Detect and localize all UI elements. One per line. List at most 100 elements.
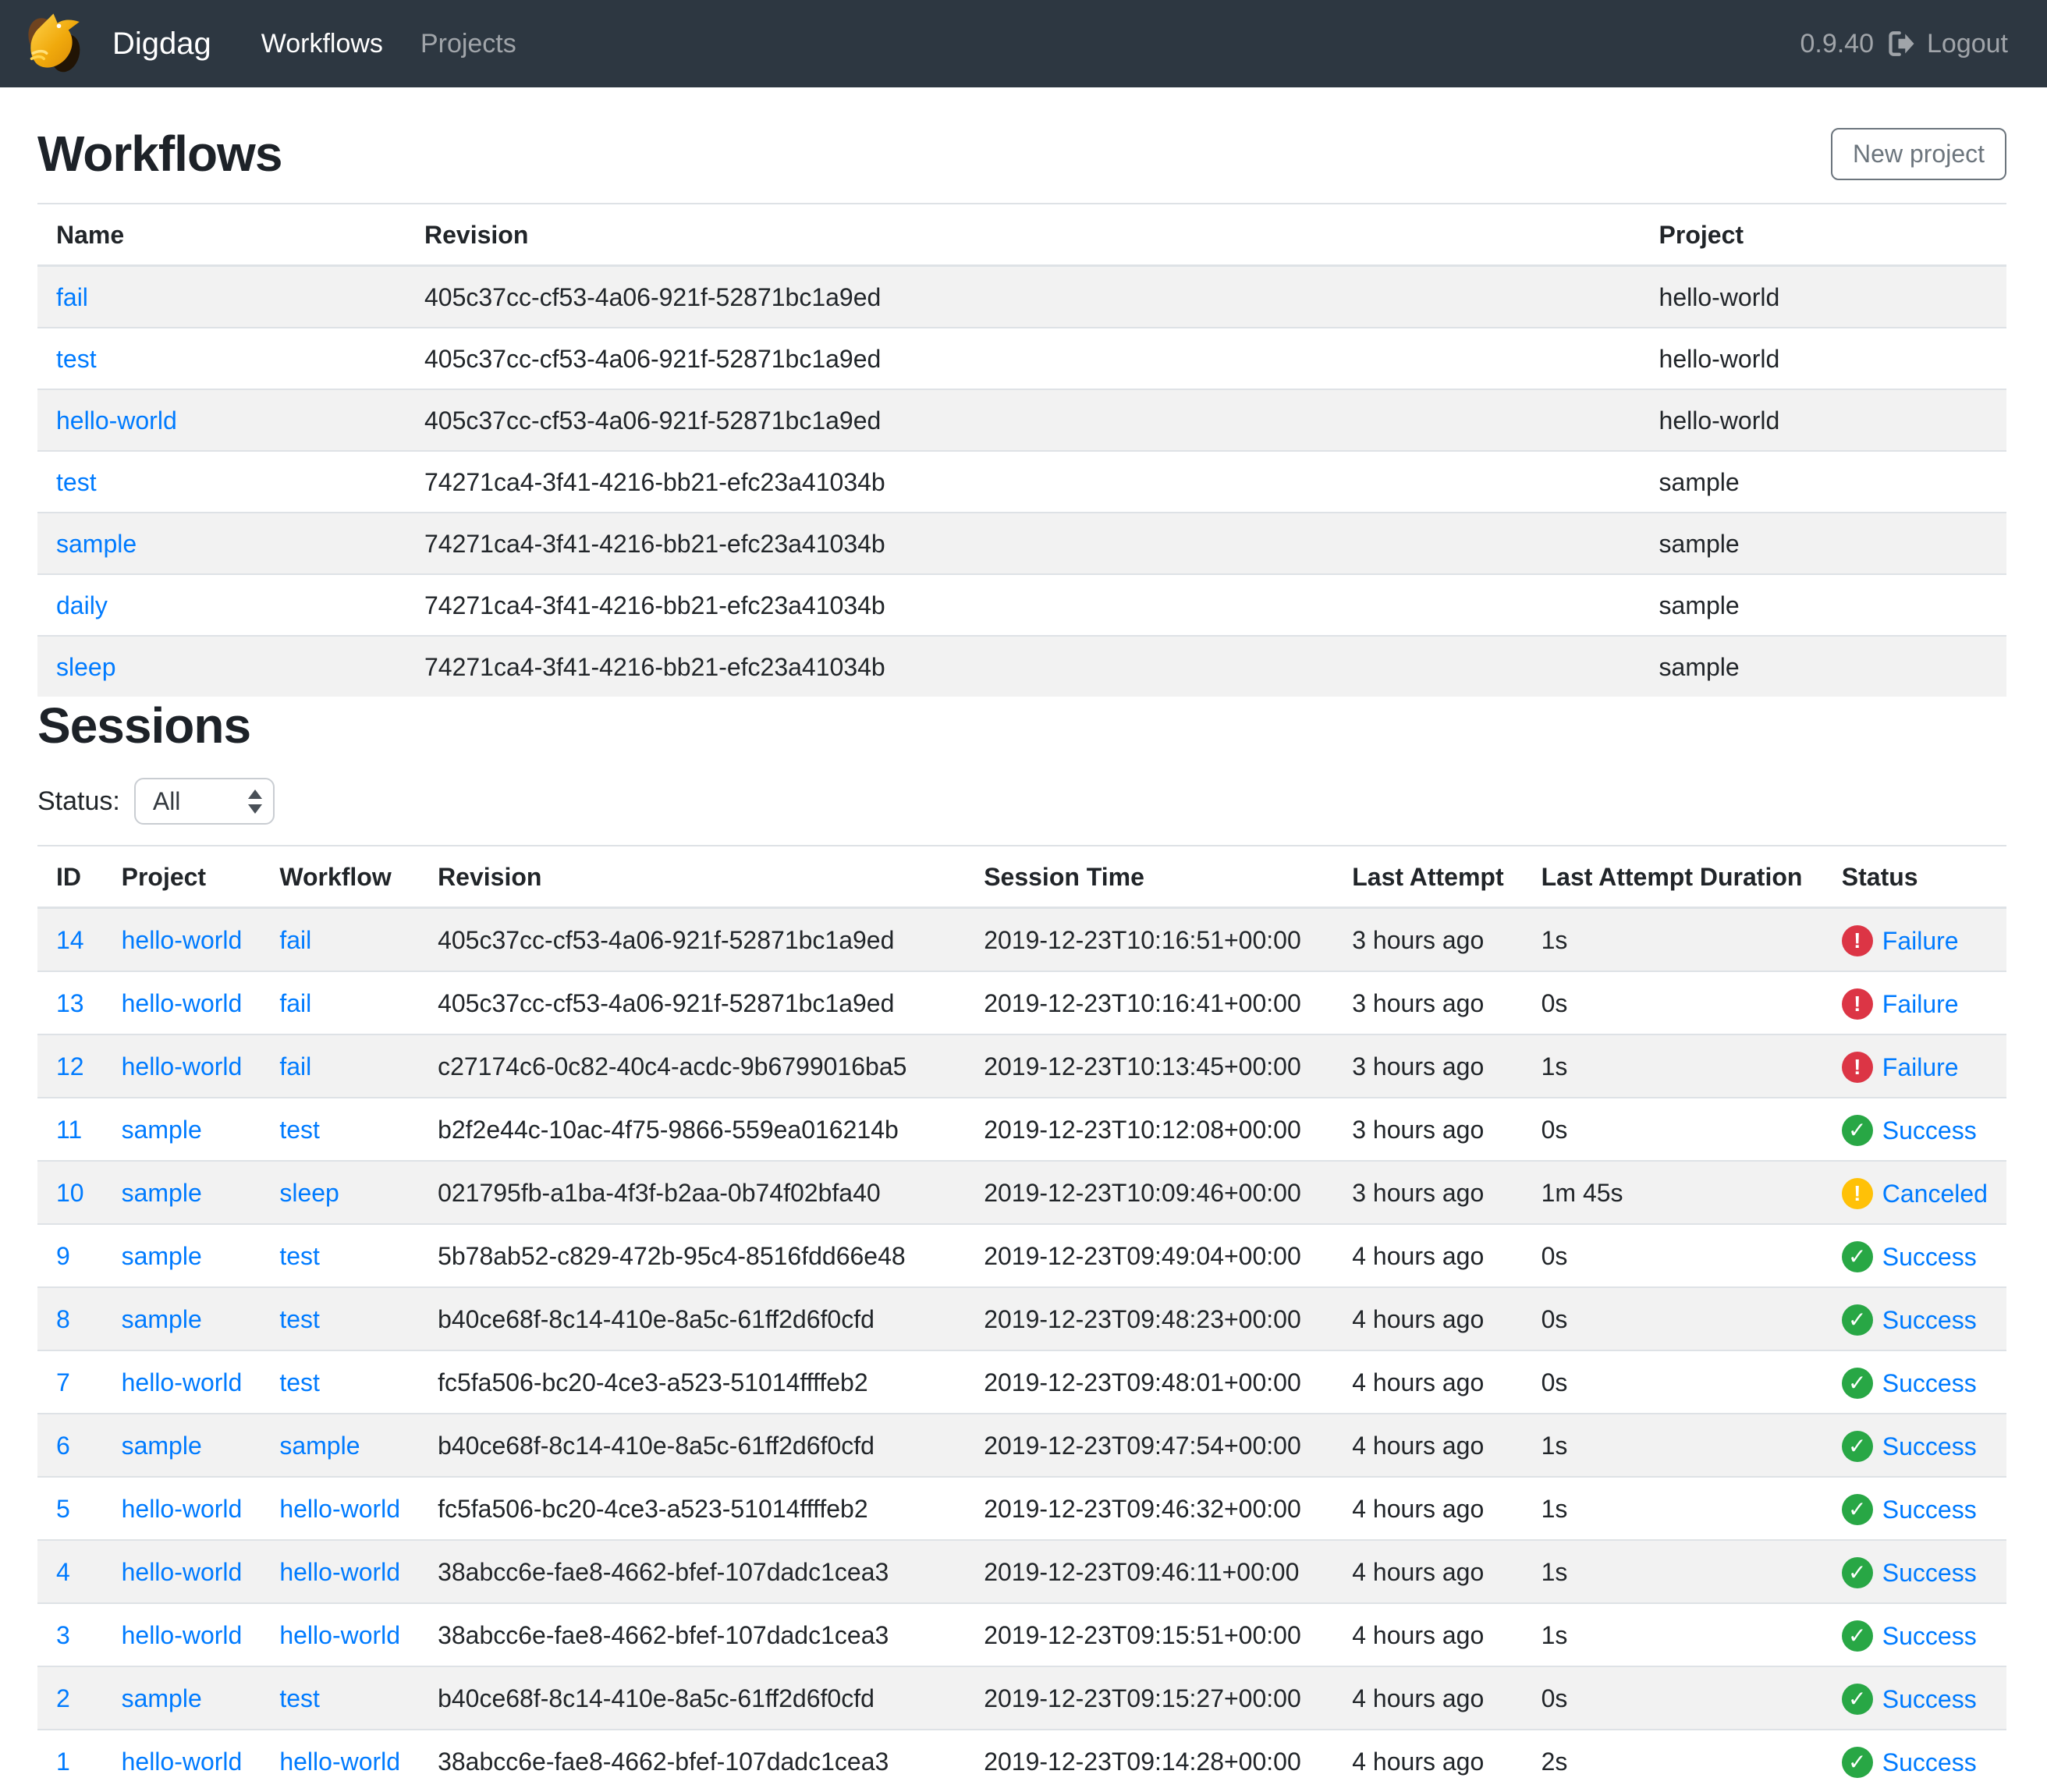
session-id-link[interactable]: 2	[56, 1684, 70, 1712]
session-id-cell: 11	[37, 1098, 103, 1161]
session-id-link[interactable]: 4	[56, 1558, 70, 1586]
session-id-link[interactable]: 6	[56, 1432, 70, 1460]
session-workflow-link[interactable]: sleep	[279, 1179, 339, 1207]
nav-link-workflows[interactable]: Workflows	[261, 29, 383, 59]
session-row: 7 hello-world test fc5fa506-bc20-4ce3-a5…	[37, 1350, 2006, 1414]
session-workflow-link[interactable]: hello-world	[279, 1748, 400, 1776]
session-id-link[interactable]: 5	[56, 1495, 70, 1523]
session-project-link[interactable]: hello-world	[122, 989, 243, 1017]
session-last-attempt-cell: 4 hours ago	[1333, 1287, 1522, 1350]
session-status-link[interactable]: Success	[1842, 1491, 1977, 1528]
session-workflow-link[interactable]: test	[279, 1116, 320, 1144]
session-revision-cell: b40ce68f-8c14-410e-8a5c-61ff2d6f0cfd	[419, 1414, 965, 1477]
session-id-link[interactable]: 9	[56, 1242, 70, 1270]
session-last-attempt-cell: 3 hours ago	[1333, 971, 1522, 1034]
brand-digdag[interactable]: Digdag	[112, 27, 211, 62]
session-workflow-link[interactable]: fail	[279, 926, 311, 954]
session-workflow-link[interactable]: test	[279, 1368, 320, 1396]
session-workflow-link[interactable]: fail	[279, 1052, 311, 1081]
session-status-link[interactable]: Failure	[1842, 1049, 1959, 1086]
session-id-link[interactable]: 13	[56, 989, 84, 1017]
sign-out-icon	[1885, 28, 1916, 59]
workflow-name-link[interactable]: sleep	[56, 653, 116, 681]
status-filter-label: Status:	[37, 786, 120, 817]
session-project-link[interactable]: hello-world	[122, 926, 243, 954]
workflow-name-link[interactable]: test	[56, 468, 97, 496]
session-status-link[interactable]: Success	[1842, 1428, 1977, 1465]
session-workflow-cell: fail	[261, 971, 419, 1034]
workflow-revision-cell: 74271ca4-3f41-4216-bb21-efc23a41034b	[406, 451, 1641, 513]
session-project-link[interactable]: sample	[122, 1305, 202, 1333]
select-arrows-icon	[248, 790, 262, 814]
session-project-link[interactable]: sample	[122, 1116, 202, 1144]
session-workflow-link[interactable]: hello-world	[279, 1621, 400, 1649]
session-status-link[interactable]: Failure	[1842, 922, 1959, 960]
session-project-link[interactable]: hello-world	[122, 1368, 243, 1396]
session-project-link[interactable]: sample	[122, 1432, 202, 1460]
session-project-cell: sample	[103, 1098, 261, 1161]
session-id-link[interactable]: 12	[56, 1052, 84, 1081]
session-id-cell: 10	[37, 1161, 103, 1224]
session-status-link[interactable]: Success	[1842, 1301, 1977, 1339]
workflow-row: daily 74271ca4-3f41-4216-bb21-efc23a4103…	[37, 574, 2006, 636]
session-row: 8 sample test b40ce68f-8c14-410e-8a5c-61…	[37, 1287, 2006, 1350]
session-status-link[interactable]: Success	[1842, 1554, 1977, 1592]
session-project-cell: hello-world	[103, 1540, 261, 1603]
session-time-cell: 2019-12-23T09:48:23+00:00	[965, 1287, 1333, 1350]
sessions-title: Sessions	[37, 697, 2006, 754]
session-project-link[interactable]: hello-world	[122, 1495, 243, 1523]
session-id-link[interactable]: 14	[56, 926, 84, 954]
session-id-link[interactable]: 10	[56, 1179, 84, 1207]
session-workflow-link[interactable]: test	[279, 1242, 320, 1270]
status-icon	[1842, 1368, 1873, 1399]
session-project-link[interactable]: hello-world	[122, 1558, 243, 1586]
nav-link-projects[interactable]: Projects	[420, 29, 516, 59]
session-status-link[interactable]: Success	[1842, 1744, 1977, 1781]
session-id-cell: 14	[37, 908, 103, 972]
status-select[interactable]: All	[134, 778, 275, 825]
session-status-cell: Canceled	[1823, 1161, 2006, 1224]
session-id-link[interactable]: 7	[56, 1368, 70, 1396]
session-project-link[interactable]: hello-world	[122, 1748, 243, 1776]
session-project-link[interactable]: hello-world	[122, 1052, 243, 1081]
session-id-link[interactable]: 1	[56, 1748, 70, 1776]
session-status-link[interactable]: Success	[1842, 1364, 1977, 1402]
session-status-link[interactable]: Success	[1842, 1617, 1977, 1655]
session-project-link[interactable]: hello-world	[122, 1621, 243, 1649]
session-workflow-link[interactable]: fail	[279, 989, 311, 1017]
session-status-link[interactable]: Success	[1842, 1680, 1977, 1718]
session-workflow-link[interactable]: sample	[279, 1432, 360, 1460]
session-workflow-link[interactable]: hello-world	[279, 1495, 400, 1523]
session-time-cell: 2019-12-23T09:46:11+00:00	[965, 1540, 1333, 1603]
session-status-link[interactable]: Success	[1842, 1238, 1977, 1276]
workflow-name-link[interactable]: daily	[56, 591, 108, 619]
workflow-name-link[interactable]: test	[56, 345, 97, 373]
workflow-name-link[interactable]: fail	[56, 283, 88, 311]
session-workflow-link[interactable]: test	[279, 1684, 320, 1712]
sessions-col-revision: Revision	[419, 846, 965, 908]
session-id-link[interactable]: 11	[56, 1116, 82, 1144]
workflow-name-link[interactable]: hello-world	[56, 406, 177, 435]
session-revision-cell: 38abcc6e-fae8-4662-bfef-107dadc1cea3	[419, 1603, 965, 1666]
session-project-cell: sample	[103, 1161, 261, 1224]
navbar-right: 0.9.40 Logout	[1800, 28, 2008, 59]
workflow-revision-cell: 74271ca4-3f41-4216-bb21-efc23a41034b	[406, 574, 1641, 636]
session-id-link[interactable]: 3	[56, 1621, 70, 1649]
status-label: Failure	[1882, 1049, 1959, 1086]
session-row: 3 hello-world hello-world 38abcc6e-fae8-…	[37, 1603, 2006, 1666]
new-project-button[interactable]: New project	[1831, 128, 2006, 180]
workflows-col-name: Name	[37, 204, 406, 266]
session-status-link[interactable]: Success	[1842, 1112, 1977, 1149]
session-project-link[interactable]: sample	[122, 1684, 202, 1712]
session-workflow-link[interactable]: hello-world	[279, 1558, 400, 1586]
session-status-cell: Success	[1823, 1477, 2006, 1540]
session-status-link[interactable]: Canceled	[1842, 1175, 1988, 1212]
session-id-link[interactable]: 8	[56, 1305, 70, 1333]
session-workflow-link[interactable]: test	[279, 1305, 320, 1333]
session-status-link[interactable]: Failure	[1842, 985, 1959, 1023]
session-project-link[interactable]: sample	[122, 1242, 202, 1270]
workflow-name-link[interactable]: sample	[56, 530, 137, 558]
status-label: Failure	[1882, 922, 1959, 960]
logout-link[interactable]: Logout	[1927, 29, 2008, 59]
session-project-link[interactable]: sample	[122, 1179, 202, 1207]
